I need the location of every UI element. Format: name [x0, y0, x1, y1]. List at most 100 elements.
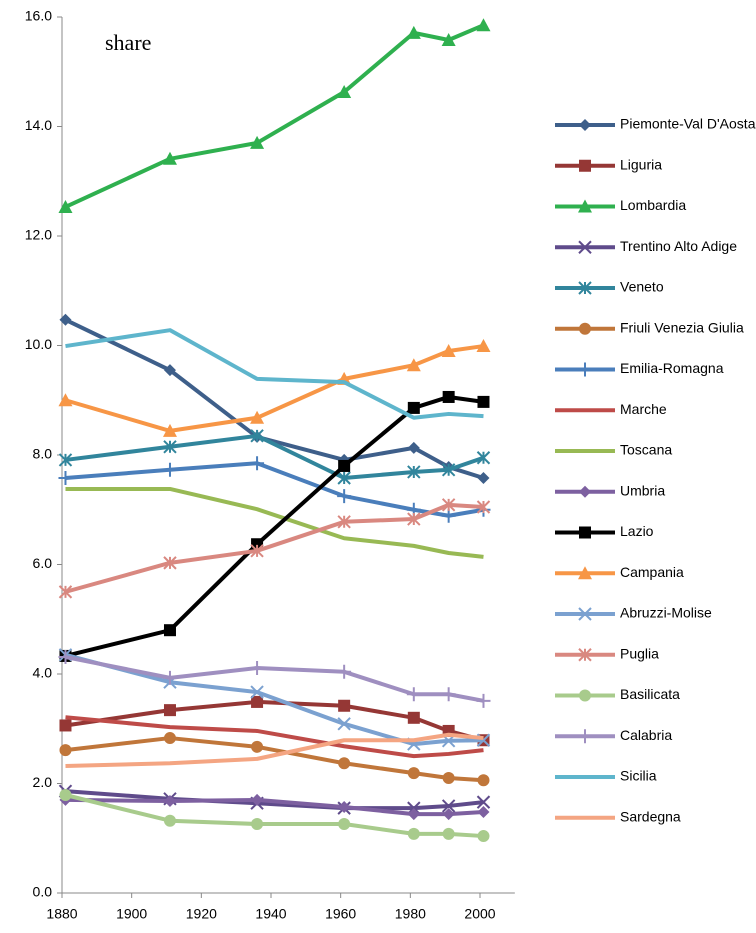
marker: [163, 440, 177, 454]
series: [65, 486, 484, 559]
legend-item: Emilia-Romagna: [555, 360, 724, 377]
marker: [476, 339, 491, 353]
y-tick-label: 12.0: [25, 227, 52, 243]
marker: [442, 772, 455, 785]
marker: [338, 459, 351, 472]
marker: [163, 814, 176, 827]
marker: [337, 471, 351, 485]
marker: [441, 799, 456, 813]
marker: [338, 818, 351, 831]
series: [58, 429, 491, 485]
marker: [578, 199, 592, 213]
marker: [476, 795, 491, 809]
legend-item: Campania: [555, 564, 684, 580]
annotation: share: [105, 30, 151, 55]
marker: [579, 485, 591, 498]
legend-label: Toscana: [620, 442, 672, 458]
marker: [337, 515, 351, 529]
marker: [251, 695, 264, 708]
legend-item: Lombardia: [555, 197, 686, 213]
x-tick-label: 2000: [464, 906, 495, 922]
marker: [163, 732, 176, 745]
x-tick-label: 1920: [186, 906, 217, 922]
series: [59, 732, 490, 787]
series: [58, 339, 491, 437]
legend-item: Piemonte-Val D'Aosta: [555, 116, 756, 132]
legend-label: Umbria: [620, 482, 665, 498]
legend-item: Veneto: [555, 279, 664, 295]
marker: [442, 808, 455, 821]
x-tick-label: 1960: [325, 906, 356, 922]
legend-label: Marche: [620, 401, 667, 417]
legend-label: Calabria: [620, 727, 672, 743]
marker: [579, 689, 591, 702]
marker: [477, 805, 490, 818]
legend-label: Abruzzi-Molise: [620, 605, 712, 621]
marker: [441, 508, 456, 523]
series: [65, 715, 484, 759]
marker: [251, 740, 264, 753]
marker: [250, 429, 264, 443]
marker: [407, 401, 420, 414]
data-line: [65, 732, 484, 768]
legend-item: Sicilia: [555, 768, 657, 784]
marker: [162, 423, 177, 437]
legend-label: Liguria: [620, 156, 662, 172]
marker: [476, 500, 491, 514]
y-tick-label: 16.0: [25, 8, 52, 24]
marker: [163, 704, 176, 717]
marker: [338, 699, 351, 712]
marker: [338, 757, 351, 770]
data-line: [65, 328, 484, 420]
marker: [406, 358, 421, 372]
marker: [250, 135, 265, 149]
legend-label: Emilia-Romagna: [620, 360, 724, 376]
marker: [442, 390, 455, 403]
legend-item: Puglia: [555, 645, 659, 662]
legend-item: Calabria: [555, 727, 672, 744]
marker: [162, 151, 177, 165]
marker: [476, 18, 491, 32]
series: [58, 498, 491, 599]
marker: [163, 795, 176, 808]
series: [59, 793, 490, 821]
marker: [407, 465, 421, 479]
marker: [58, 199, 73, 213]
x-tick-label: 1900: [116, 906, 147, 922]
marker: [579, 119, 591, 131]
marker: [58, 585, 73, 599]
legend-label: Piemonte-Val D'Aosta: [620, 116, 756, 132]
marker: [58, 393, 73, 407]
legend-label: Veneto: [620, 279, 664, 295]
marker: [476, 451, 491, 465]
legend-label: Lombardia: [620, 197, 686, 213]
legend-label: Sardegna: [620, 808, 681, 824]
marker: [59, 788, 72, 801]
marker: [162, 462, 177, 477]
marker: [407, 441, 420, 454]
data-line: [65, 486, 484, 559]
marker: [578, 240, 592, 254]
marker: [406, 687, 421, 702]
marker: [250, 456, 265, 471]
series: [65, 732, 484, 768]
marker: [337, 489, 352, 504]
marker: [163, 556, 177, 570]
legend-label: Friuli Venezia Giulia: [620, 319, 744, 335]
legend-label: Lazio: [620, 523, 654, 539]
marker: [407, 808, 420, 821]
marker: [441, 463, 456, 477]
legend-item: Sardegna: [555, 808, 681, 824]
y-tick-label: 14.0: [25, 117, 52, 133]
marker: [163, 364, 176, 377]
marker: [441, 687, 456, 702]
marker: [58, 470, 73, 485]
data-line: [64, 317, 485, 480]
marker: [406, 25, 421, 39]
y-tick-label: 8.0: [33, 446, 53, 462]
series: [59, 788, 490, 843]
marker: [578, 566, 592, 580]
legend-item: Abruzzi-Molise: [555, 605, 712, 621]
data-line: [65, 394, 484, 658]
